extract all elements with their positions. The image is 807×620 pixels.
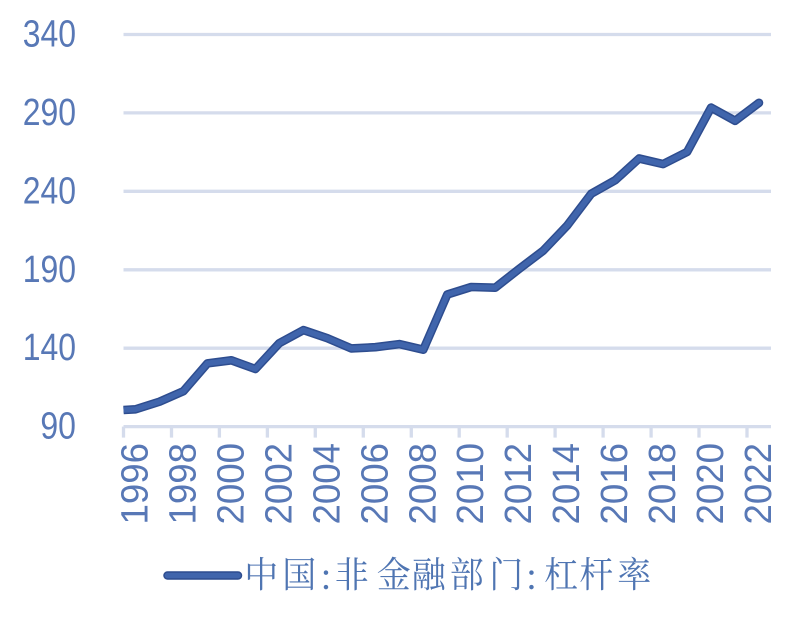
svg-text:2020: 2020 — [690, 443, 732, 525]
svg-text:340: 340 — [23, 14, 76, 56]
svg-text:140: 140 — [23, 327, 76, 369]
svg-text:2012: 2012 — [498, 443, 540, 525]
svg-text:2008: 2008 — [402, 443, 444, 525]
svg-text:290: 290 — [23, 92, 76, 134]
svg-text:2014: 2014 — [546, 443, 588, 525]
svg-text:2018: 2018 — [642, 443, 684, 525]
svg-text:2002: 2002 — [258, 443, 300, 525]
svg-text:1996: 1996 — [115, 443, 157, 525]
svg-text:2016: 2016 — [594, 443, 636, 525]
svg-text:2000: 2000 — [210, 443, 252, 525]
svg-text:1998: 1998 — [163, 443, 205, 525]
svg-text:190: 190 — [23, 249, 76, 291]
svg-text:2006: 2006 — [354, 443, 396, 525]
svg-text:240: 240 — [23, 170, 76, 212]
svg-text:2010: 2010 — [450, 443, 492, 525]
svg-text:2022: 2022 — [738, 443, 780, 525]
svg-text:2004: 2004 — [306, 443, 348, 525]
svg-text:90: 90 — [40, 406, 76, 448]
